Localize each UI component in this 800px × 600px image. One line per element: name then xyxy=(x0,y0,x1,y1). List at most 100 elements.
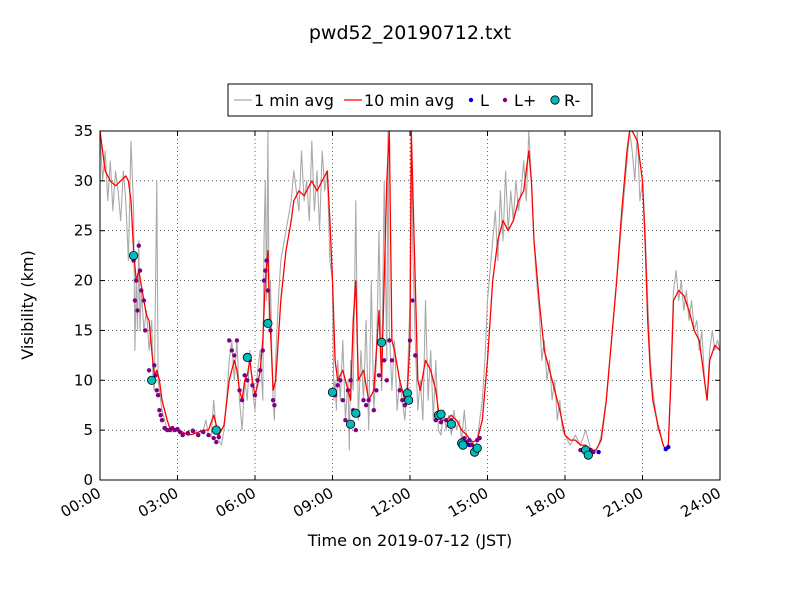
data-point xyxy=(255,378,260,383)
data-point xyxy=(143,328,148,333)
data-point xyxy=(270,398,276,403)
data-point xyxy=(146,368,152,373)
legend-label: 10 min avg xyxy=(364,91,454,110)
legend-item: 1 min avg xyxy=(234,91,334,110)
series-layer xyxy=(99,130,721,460)
legend-item: R- xyxy=(550,91,580,110)
data-point xyxy=(237,388,242,393)
data-point xyxy=(258,368,263,373)
data-point xyxy=(242,352,252,362)
data-point xyxy=(211,425,221,435)
x-tick-label: 00:00 xyxy=(58,484,104,521)
data-point xyxy=(467,437,472,443)
data-point xyxy=(397,388,402,393)
data-point xyxy=(353,427,358,433)
data-point xyxy=(239,398,245,403)
series-line xyxy=(99,130,721,451)
legend-label: 1 min avg xyxy=(254,91,334,110)
x-tick-label: 24:00 xyxy=(678,484,724,521)
data-point xyxy=(263,268,268,273)
data-point xyxy=(264,258,269,263)
data-point xyxy=(227,338,232,343)
x-axis-label: Time on 2019-07-12 (JST) xyxy=(307,531,512,550)
data-point xyxy=(155,393,161,398)
data-point xyxy=(206,432,211,438)
series-l-plus xyxy=(131,243,596,455)
series-r-minus xyxy=(129,251,593,460)
data-point xyxy=(252,393,258,398)
legend-item: L+ xyxy=(502,91,536,110)
data-point xyxy=(211,435,216,441)
y-tick-label: 20 xyxy=(74,272,93,290)
y-tick-label: 10 xyxy=(74,371,93,389)
data-point xyxy=(446,419,456,429)
legend-swatch xyxy=(550,95,560,105)
data-point xyxy=(232,353,237,358)
series-l xyxy=(467,442,671,455)
data-point xyxy=(436,409,446,419)
data-point xyxy=(136,243,141,248)
data-point xyxy=(371,408,376,413)
data-point xyxy=(413,353,418,358)
data-point xyxy=(348,378,353,383)
data-point xyxy=(268,328,273,333)
legend-label: L xyxy=(480,91,489,110)
data-point xyxy=(175,426,180,432)
data-point xyxy=(132,298,138,303)
data-point xyxy=(135,308,140,313)
data-point xyxy=(180,432,185,438)
data-point xyxy=(376,373,382,378)
data-point xyxy=(263,318,273,328)
data-point xyxy=(410,298,415,303)
data-point xyxy=(177,429,183,435)
data-point xyxy=(229,348,234,353)
data-point xyxy=(382,358,387,363)
data-point xyxy=(387,338,392,343)
data-point xyxy=(340,398,345,403)
data-point xyxy=(363,403,369,408)
y-axis-label: Visibility (km) xyxy=(18,250,37,359)
data-point xyxy=(345,419,356,429)
data-point xyxy=(154,388,159,393)
x-tick-label: 09:00 xyxy=(290,484,336,521)
data-point xyxy=(477,435,482,441)
legend-swatch xyxy=(468,97,474,103)
data-point xyxy=(272,403,277,408)
data-point xyxy=(153,373,158,378)
data-point xyxy=(157,408,162,413)
data-point xyxy=(139,288,144,293)
y-tick-label: 15 xyxy=(74,321,93,339)
series-10-min-avg xyxy=(99,130,721,451)
data-point xyxy=(159,418,165,423)
data-point xyxy=(185,430,190,436)
data-point xyxy=(260,348,265,353)
data-point xyxy=(327,387,338,397)
data-point xyxy=(196,432,201,438)
legend-label: R- xyxy=(564,91,580,110)
legend: 1 min avg 10 min avg L L+ R- xyxy=(227,83,593,117)
data-point xyxy=(245,378,250,383)
x-tick-label: 18:00 xyxy=(523,484,569,521)
legend-label: L+ xyxy=(514,91,536,110)
y-tick-label: 5 xyxy=(83,421,93,439)
data-point xyxy=(335,383,340,388)
data-point xyxy=(345,388,351,393)
data-point xyxy=(458,440,468,450)
data-point xyxy=(261,278,267,283)
y-tick-label: 25 xyxy=(74,222,93,240)
data-point xyxy=(472,443,482,453)
data-point xyxy=(190,428,196,434)
data-point xyxy=(129,251,139,261)
data-point xyxy=(404,395,414,405)
x-tick-label: 21:00 xyxy=(600,484,646,521)
data-point xyxy=(384,378,389,383)
data-point xyxy=(374,388,379,393)
data-point xyxy=(389,358,395,363)
data-point xyxy=(214,439,219,445)
data-point xyxy=(366,398,371,403)
data-point xyxy=(596,449,601,455)
data-point xyxy=(234,338,240,343)
data-point xyxy=(444,418,449,423)
data-point xyxy=(376,337,387,347)
